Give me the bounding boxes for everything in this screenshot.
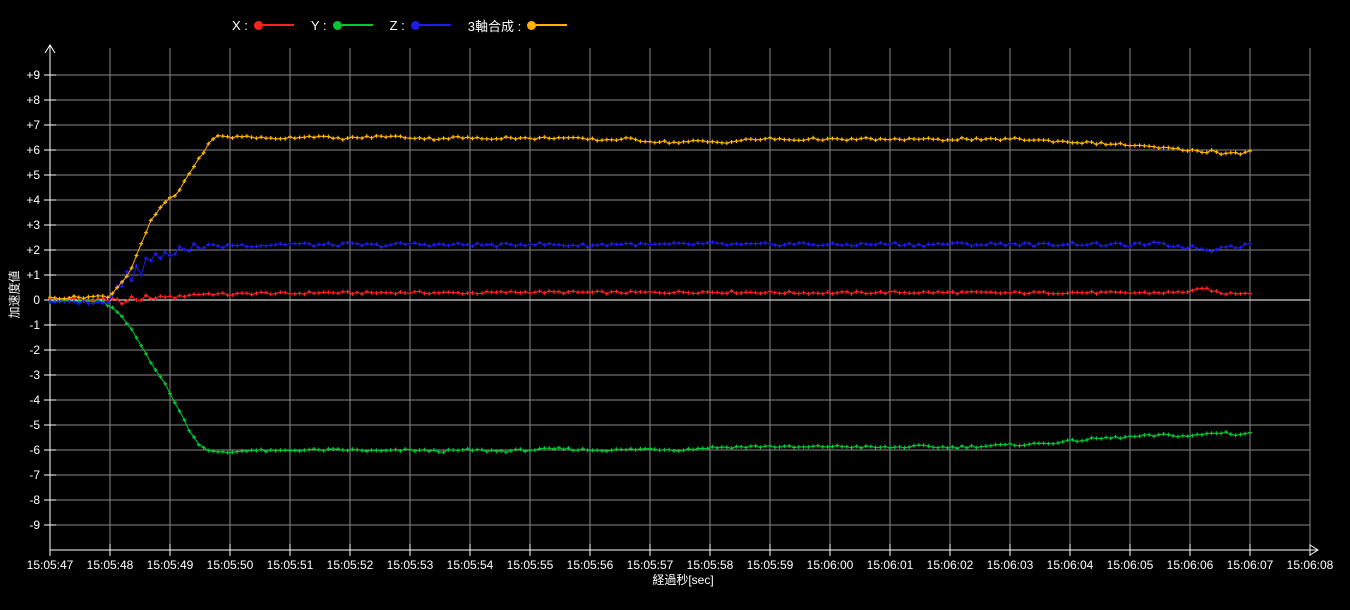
x-tick-label: 15:06:01 [867, 558, 914, 572]
x-tick-label: 15:05:47 [27, 558, 74, 572]
x-tick-label: 15:06:06 [1167, 558, 1214, 572]
x-tick-label: 15:05:52 [327, 558, 374, 572]
y-tick-label: +2 [26, 243, 40, 257]
x-axis-title: 経過秒[sec] [652, 573, 714, 587]
x-tick-label: 15:06:08 [1287, 558, 1334, 572]
y-tick-label: -6 [29, 443, 40, 457]
x-tick-label: 15:05:49 [147, 558, 194, 572]
x-tick-label: 15:06:02 [927, 558, 974, 572]
y-tick-label: +1 [26, 268, 40, 282]
y-tick-label: -8 [29, 493, 40, 507]
legend-item-y: Y : [311, 17, 373, 33]
y-tick-label: -9 [29, 518, 40, 532]
y-tick-label: +3 [26, 218, 40, 232]
legend-marker-line [536, 24, 568, 26]
y-tick-label: +6 [26, 143, 40, 157]
y-tick-label: -5 [29, 418, 40, 432]
legend: X : Y : Z : 3軸合成 : [232, 17, 568, 34]
x-tick-label: 15:05:57 [627, 558, 674, 572]
x-tick-label: 15:05:58 [687, 558, 734, 572]
legend-marker-line [419, 24, 451, 26]
legend-label-z: Z : [389, 17, 405, 33]
x-tick-label: 15:06:04 [1047, 558, 1094, 572]
x-tick-label: 15:05:56 [567, 558, 614, 572]
legend-label-y: Y : [310, 17, 327, 33]
x-tick-label: 15:06:03 [987, 558, 1034, 572]
legend-marker-dot [410, 20, 420, 30]
y-tick-label: -7 [29, 468, 40, 482]
legend-label-composite: 3軸合成 : [467, 18, 522, 34]
x-tick-label: 15:06:07 [1227, 558, 1274, 572]
y-tick-label: +5 [26, 168, 40, 182]
y-tick-label: -2 [29, 343, 40, 357]
y-tick-label: -3 [29, 368, 40, 382]
legend-item-composite: 3軸合成 : [467, 17, 568, 34]
x-tick-label: 15:05:53 [387, 558, 434, 572]
x-tick-label: 15:05:55 [507, 558, 554, 572]
x-tick-label: 15:06:00 [807, 558, 854, 572]
x-tick-label: 15:05:54 [447, 558, 494, 572]
x-tick-label: 15:05:50 [207, 558, 254, 572]
x-tick-label: 15:05:59 [747, 558, 794, 572]
x-tick-label: 15:06:05 [1107, 558, 1154, 572]
legend-item-x: X : [232, 17, 294, 33]
legend-marker-dot [253, 20, 263, 30]
y-tick-label: +4 [26, 193, 40, 207]
y-tick-label: -1 [29, 318, 40, 332]
legend-marker-line [341, 24, 373, 26]
x-tick-label: 15:05:48 [87, 558, 134, 572]
x-tick-label: 15:05:51 [267, 558, 314, 572]
y-axis-title: 加速度値 [7, 270, 22, 319]
x-axis-arrow-icon [1309, 544, 1319, 556]
legend-marker-line [262, 24, 294, 26]
legend-marker-dot [527, 20, 537, 30]
series-markers-Z [48, 240, 1252, 306]
y-tick-label: +8 [26, 93, 40, 107]
series-markers-3軸合成 [48, 133, 1252, 301]
y-tick-label: 0 [33, 293, 40, 307]
legend-label-x: X : [232, 17, 248, 33]
legend-marker-dot [332, 20, 342, 30]
y-tick-label: +7 [26, 118, 40, 132]
y-tick-label: +9 [26, 68, 40, 82]
y-axis-arrow-icon [44, 44, 56, 54]
legend-item-z: Z : [390, 17, 451, 33]
y-tick-label: -4 [29, 393, 40, 407]
